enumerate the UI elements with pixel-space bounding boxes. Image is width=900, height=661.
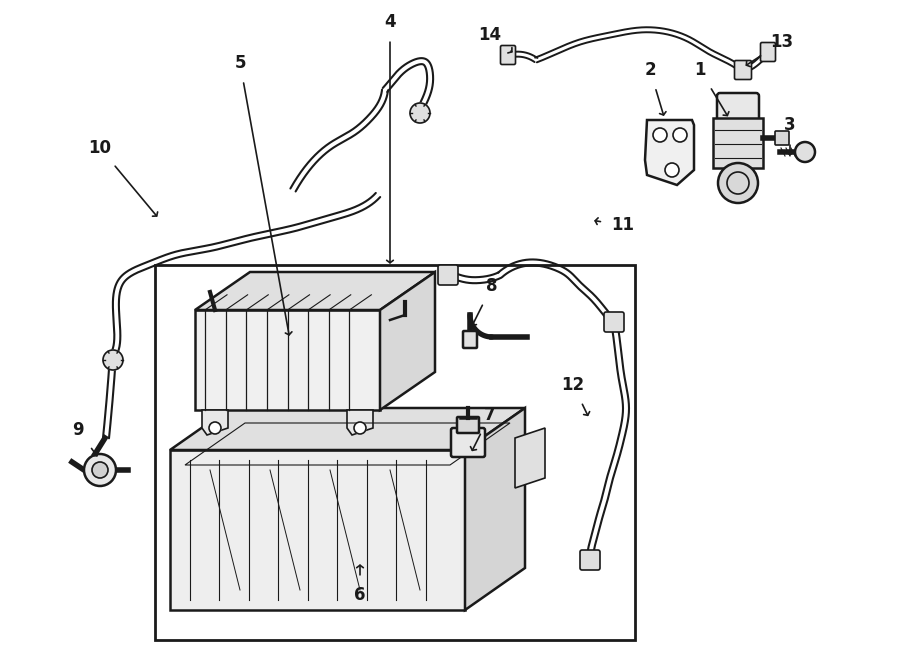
Circle shape (673, 128, 687, 142)
FancyBboxPatch shape (775, 131, 789, 145)
Circle shape (354, 422, 366, 434)
Text: 6: 6 (355, 565, 365, 604)
FancyBboxPatch shape (457, 417, 479, 433)
Circle shape (653, 128, 667, 142)
Text: 7: 7 (471, 406, 496, 450)
Text: 14: 14 (479, 26, 512, 53)
Text: 9: 9 (72, 421, 98, 456)
FancyBboxPatch shape (438, 265, 458, 285)
Polygon shape (347, 410, 373, 435)
Text: 8: 8 (471, 277, 498, 325)
Polygon shape (645, 120, 694, 185)
Circle shape (795, 142, 815, 162)
Circle shape (92, 462, 108, 478)
Text: 4: 4 (384, 13, 396, 263)
Circle shape (209, 422, 221, 434)
Text: 3: 3 (784, 116, 796, 155)
FancyBboxPatch shape (500, 46, 516, 65)
Circle shape (665, 163, 679, 177)
Polygon shape (170, 408, 525, 450)
Bar (713, 118, 763, 168)
FancyBboxPatch shape (734, 61, 752, 79)
FancyBboxPatch shape (717, 93, 759, 121)
Polygon shape (195, 310, 380, 410)
Polygon shape (202, 410, 228, 435)
Text: 10: 10 (88, 139, 158, 216)
FancyBboxPatch shape (760, 42, 776, 61)
Bar (155, 265, 635, 640)
Polygon shape (515, 428, 545, 488)
Text: 1: 1 (694, 61, 729, 116)
Circle shape (410, 103, 430, 123)
Polygon shape (465, 408, 525, 610)
Text: 2: 2 (644, 61, 666, 115)
Circle shape (84, 454, 116, 486)
FancyBboxPatch shape (463, 331, 477, 348)
Polygon shape (380, 272, 435, 410)
FancyBboxPatch shape (580, 550, 600, 570)
Text: 5: 5 (234, 54, 292, 335)
Polygon shape (170, 450, 465, 610)
Text: 13: 13 (746, 33, 794, 67)
Text: 12: 12 (562, 376, 590, 415)
Circle shape (103, 350, 123, 370)
Text: 11: 11 (595, 216, 634, 234)
Circle shape (718, 163, 758, 203)
Polygon shape (195, 272, 435, 310)
FancyBboxPatch shape (451, 428, 485, 457)
FancyBboxPatch shape (604, 312, 624, 332)
